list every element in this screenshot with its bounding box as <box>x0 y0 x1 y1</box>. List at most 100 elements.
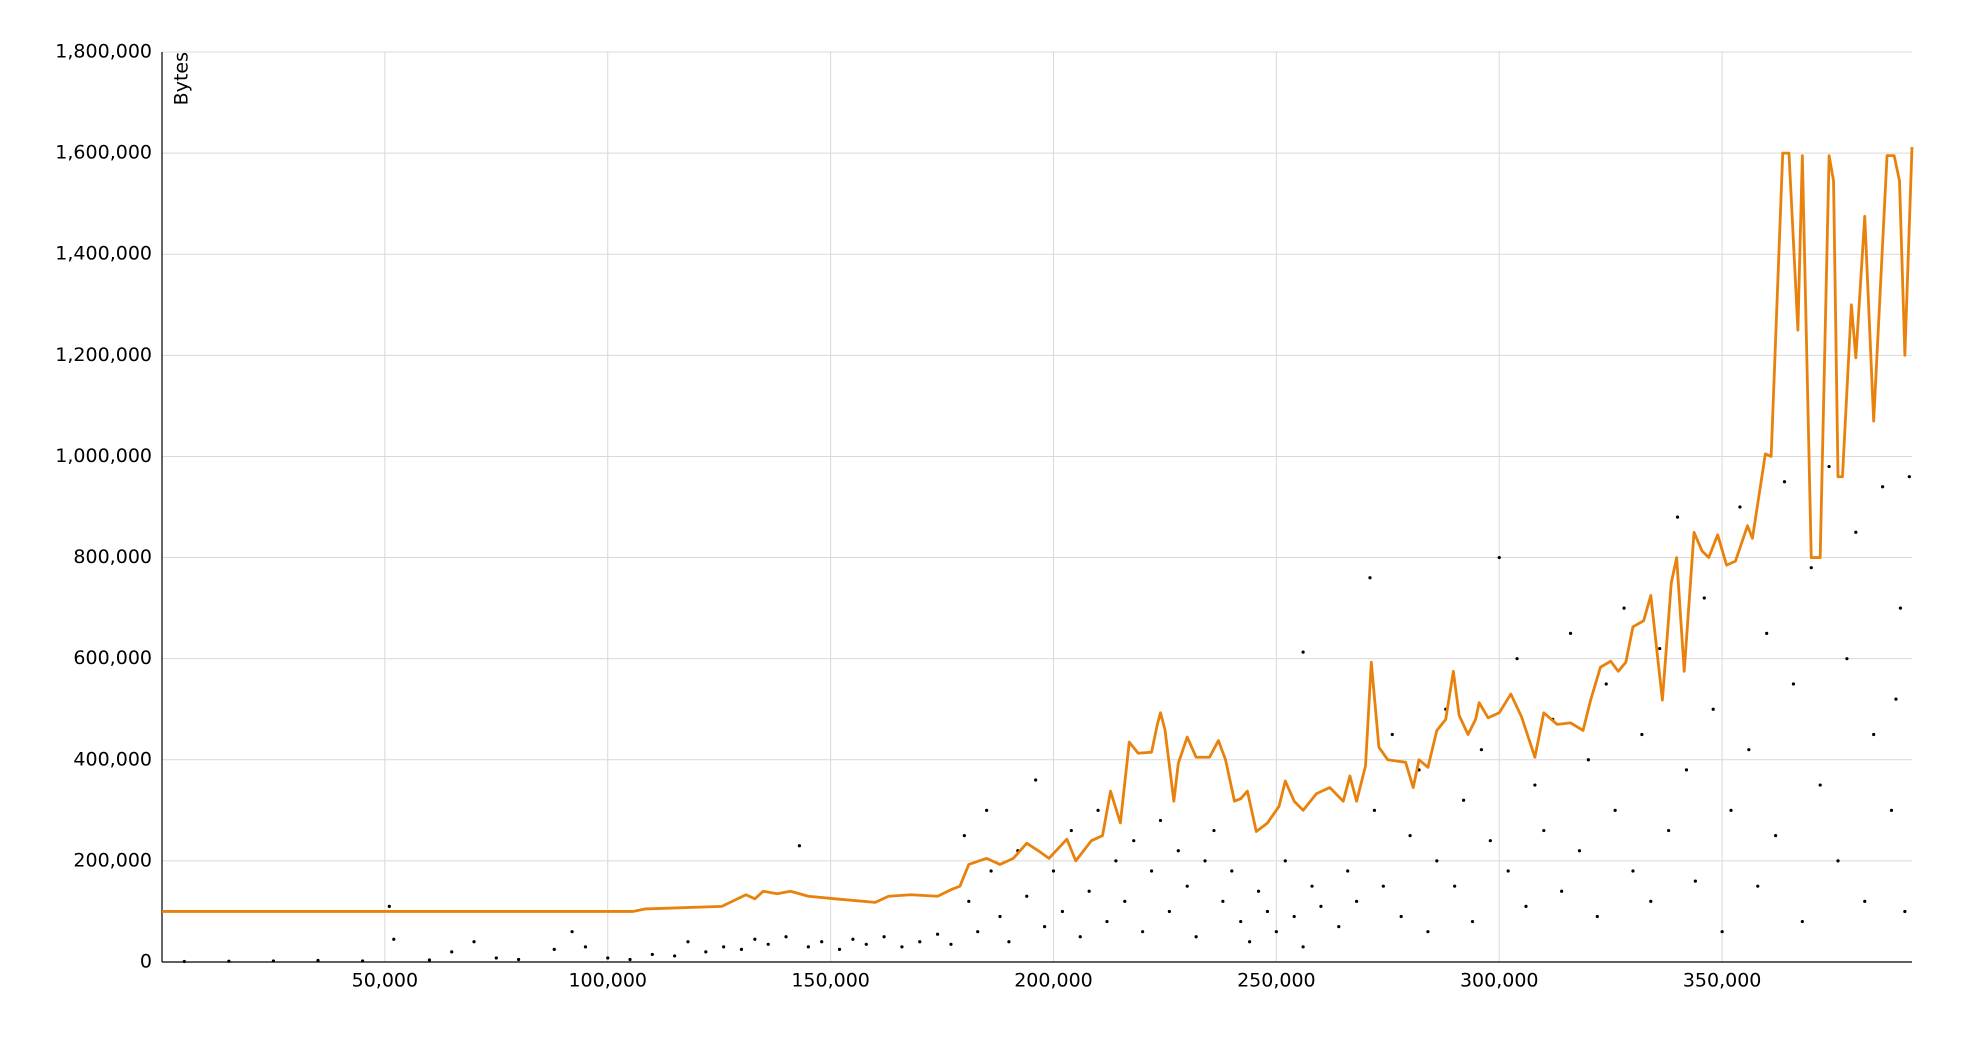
point <box>1604 682 1608 686</box>
point <box>1390 732 1394 737</box>
point <box>797 844 802 848</box>
point <box>985 808 989 812</box>
point <box>1880 485 1885 489</box>
point <box>949 942 953 946</box>
point <box>1560 889 1564 893</box>
point <box>1524 904 1528 908</box>
point <box>427 958 432 962</box>
point <box>967 899 971 903</box>
point <box>1854 530 1858 534</box>
point <box>494 956 498 960</box>
line <box>162 146 1914 913</box>
point <box>1007 940 1011 944</box>
point <box>1894 697 1898 701</box>
point <box>1194 935 1198 939</box>
point <box>1221 899 1225 903</box>
point <box>1292 914 1296 919</box>
point <box>387 904 391 908</box>
point <box>976 930 980 934</box>
point <box>882 935 886 939</box>
point <box>1167 909 1171 914</box>
point <box>1435 859 1439 863</box>
point <box>1903 909 1907 914</box>
point <box>392 937 396 941</box>
point <box>472 940 476 944</box>
point <box>1640 732 1644 737</box>
point <box>1337 925 1341 929</box>
point <box>1319 904 1323 908</box>
point <box>753 937 757 941</box>
point <box>1346 869 1350 873</box>
point <box>1355 899 1359 903</box>
point <box>1399 914 1403 919</box>
point <box>998 914 1002 919</box>
point <box>316 958 320 963</box>
point <box>650 952 654 957</box>
point <box>1114 859 1118 863</box>
y-axis-label: Bytes <box>171 52 193 105</box>
point <box>1836 859 1840 863</box>
x-tick-label: 350,000 <box>1683 970 1762 992</box>
point <box>1845 657 1849 661</box>
point <box>182 959 186 964</box>
point <box>1738 505 1742 509</box>
point <box>1515 657 1519 661</box>
point <box>1568 631 1573 635</box>
x-tick-label: 50,000 <box>352 970 418 992</box>
point <box>1060 909 1065 914</box>
point <box>1827 464 1831 469</box>
y-tick-label: 800,000 <box>73 546 152 568</box>
y-tick-label: 1,200,000 <box>55 344 152 366</box>
point <box>1132 839 1136 843</box>
point <box>1542 828 1546 833</box>
point <box>900 945 904 949</box>
point <box>1256 889 1261 893</box>
point <box>1141 930 1145 934</box>
x-tick-label: 300,000 <box>1460 970 1539 992</box>
point <box>1622 606 1626 610</box>
point <box>1658 646 1662 651</box>
point <box>1239 919 1243 924</box>
point <box>1087 889 1091 893</box>
point <box>806 945 810 949</box>
x-tick-label: 200,000 <box>1014 970 1093 992</box>
point <box>1149 869 1154 873</box>
y-tick-label: 1,400,000 <box>55 243 152 265</box>
x-tick-label: 250,000 <box>1237 970 1316 992</box>
point <box>1729 808 1733 812</box>
point <box>1248 940 1252 944</box>
y-tick-label: 0 <box>140 951 152 973</box>
point <box>1025 894 1029 898</box>
point <box>1675 515 1680 519</box>
point <box>1863 899 1867 903</box>
point <box>1747 748 1751 752</box>
point <box>628 957 632 962</box>
point <box>1096 808 1100 812</box>
point <box>1649 899 1653 903</box>
point <box>1212 828 1216 833</box>
point <box>1461 798 1466 802</box>
point <box>1613 808 1617 812</box>
point <box>1720 930 1724 934</box>
point <box>1782 480 1787 484</box>
point <box>837 947 842 951</box>
point <box>1123 899 1127 903</box>
point <box>1301 945 1305 949</box>
point <box>962 834 966 838</box>
point <box>1791 682 1796 686</box>
point <box>1069 828 1073 833</box>
point <box>1533 783 1537 787</box>
point <box>583 945 588 949</box>
point <box>820 940 824 944</box>
point <box>1426 930 1430 934</box>
point <box>989 869 993 873</box>
point <box>1907 475 1911 479</box>
point <box>1274 930 1278 934</box>
point <box>673 954 677 958</box>
grid <box>162 51 1912 963</box>
point <box>1051 869 1056 873</box>
point <box>1497 555 1501 560</box>
point <box>1470 919 1475 924</box>
